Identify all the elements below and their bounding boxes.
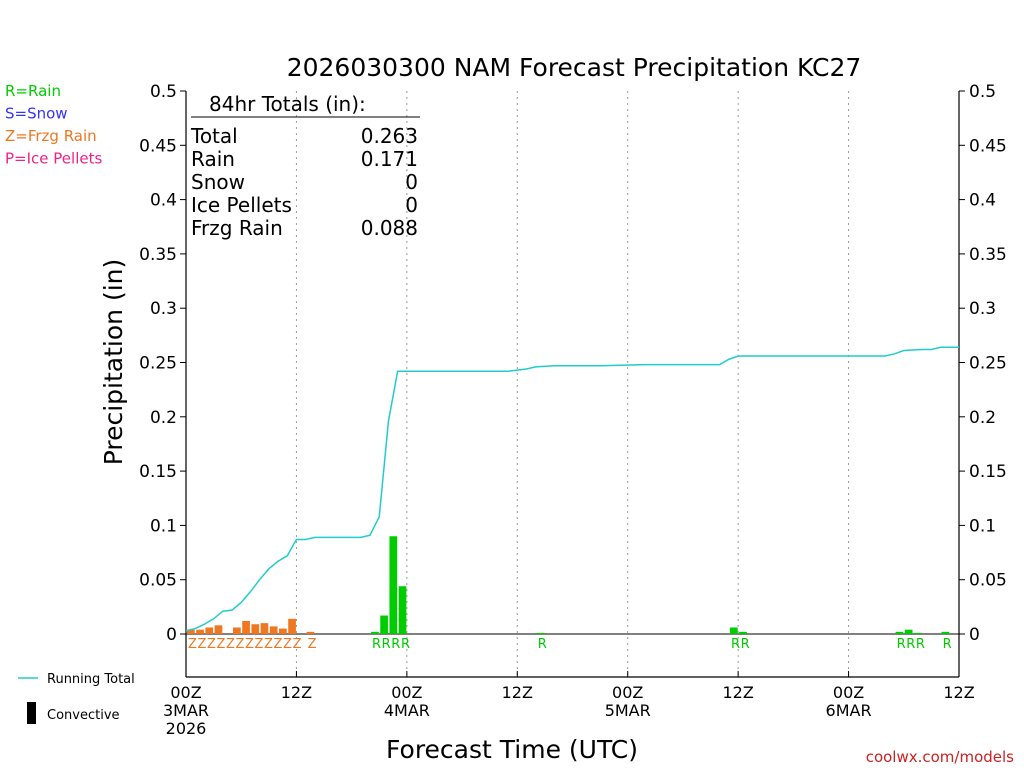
y-tick-label-left: 0 <box>166 625 177 645</box>
totals-row-value: 0.088 <box>361 216 418 240</box>
y-tick-label-right: 0.3 <box>969 299 996 319</box>
x-tick-label: 12Z <box>943 683 974 702</box>
legend-swatch-bar <box>27 702 36 724</box>
bar-frzg-rain <box>242 620 250 634</box>
bar-frzg-rain <box>306 631 315 634</box>
bar-frzg-rain <box>205 627 214 634</box>
ptype-label: ZZZZZZZZZZZZ <box>188 637 302 652</box>
y-tick-label-left: 0.3 <box>150 299 177 319</box>
ptype-legend: R=Rain S=Snow Z=Frzg Rain P=Ice Pellets <box>5 82 102 168</box>
y-tick-label-right: 0.25 <box>969 354 1007 374</box>
x-tick-label: 12Z <box>281 683 312 702</box>
bar-rain <box>895 631 904 634</box>
bar-rain <box>913 632 922 634</box>
bar-rain <box>536 632 545 634</box>
ptype-label: R <box>943 637 953 652</box>
y-tick-label-right: 0.1 <box>969 516 996 536</box>
y-tick-label-right: 0.2 <box>969 408 996 428</box>
totals-box: 84hr Totals (in): Total 0.263 Rain 0.171 Sno… <box>190 92 420 240</box>
ptype-legend-item: Z=Frzg Rain <box>5 127 97 145</box>
bar-frzg-rain <box>233 627 241 634</box>
ptype-legend-item: R=Rain <box>5 82 61 100</box>
x-tick-label: 00Z <box>170 683 201 702</box>
ptype-label: Z <box>308 637 318 652</box>
x-tick-label: 00Z <box>612 683 643 702</box>
x-tick-label: 12Z <box>502 683 533 702</box>
x-tick-label: 00Z <box>833 683 864 702</box>
legend-label: Convective <box>47 708 120 723</box>
y-tick-label-left: 0.35 <box>139 245 177 265</box>
y-tick-label-left: 0.25 <box>139 354 177 374</box>
x-tick-label: 6MAR <box>826 701 872 720</box>
totals-row-label: Total <box>190 124 238 148</box>
x-tick-label: 12Z <box>722 683 753 702</box>
y-tick-label-left: 0.45 <box>139 136 177 156</box>
y-tick-label-left: 0.15 <box>139 462 177 482</box>
bar-rain <box>739 631 747 634</box>
ptype-legend-item: S=Snow <box>5 105 68 123</box>
totals-row-label: Snow <box>191 170 245 194</box>
bar-frzg-rain <box>196 629 204 634</box>
bar-rain <box>371 631 379 634</box>
y-tick-label-left: 0.05 <box>139 571 177 591</box>
x-tick-label: 3MAR <box>163 701 209 720</box>
bar-rain <box>380 615 388 634</box>
bar-frzg-rain <box>269 626 278 634</box>
y-tick-label-right: 0.15 <box>969 462 1007 482</box>
bottom-legend: Running Total Convective <box>18 672 135 724</box>
y-tick-label-right: 0.45 <box>969 136 1007 156</box>
bar-frzg-rain <box>279 628 287 634</box>
y-tick-label-left: 0.5 <box>150 82 177 102</box>
legend-label: Running Total <box>47 672 135 687</box>
bar-rain <box>729 627 738 634</box>
ptype-label: R <box>538 637 548 652</box>
x-tick-label: 4MAR <box>384 701 430 720</box>
ptype-label: RR <box>731 637 750 652</box>
totals-row-value: 0.263 <box>361 124 418 148</box>
y-tick-label-left: 0.4 <box>150 191 177 211</box>
bar-rain <box>389 536 398 634</box>
bar-frzg-rain <box>187 629 195 634</box>
ptype-legend-item: P=Ice Pellets <box>5 150 102 168</box>
y-axis-label: Precipitation (in) <box>99 259 128 466</box>
chart-title: 2026030300 NAM Forecast Precipitation KC… <box>287 53 862 82</box>
bar-frzg-rain <box>251 624 260 634</box>
y-tick-label-right: 0.4 <box>969 191 996 211</box>
bar-rain <box>904 629 913 634</box>
totals-row-label: Ice Pellets <box>191 193 292 217</box>
watermark: coolwx.com/models <box>866 748 1014 766</box>
totals-row-value: 0 <box>405 193 418 217</box>
totals-row-value: 0.171 <box>361 147 418 171</box>
y-tick-label-right: 0.35 <box>969 245 1007 265</box>
x-tick-label: 00Z <box>391 683 422 702</box>
running-total-line <box>185 346 959 632</box>
x-tick-label: 5MAR <box>605 701 651 720</box>
bar-frzg-rain <box>260 623 269 634</box>
totals-header: 84hr Totals (in): <box>209 92 366 116</box>
y-tick-label-right: 0.5 <box>969 82 996 102</box>
y-tick-label-left: 0.1 <box>150 516 177 536</box>
y-tick-label-right: 0.05 <box>969 571 1007 591</box>
ptype-label: RRRR <box>372 637 411 652</box>
totals-row-value: 0 <box>405 170 418 194</box>
totals-row-label: Rain <box>191 147 235 171</box>
x-tick-label: 2026 <box>166 719 207 738</box>
y-tick-label-right: 0 <box>969 625 980 645</box>
bar-frzg-rain <box>288 618 296 634</box>
bar-rain <box>941 631 950 634</box>
totals-row-label: Frzg Rain <box>191 216 283 240</box>
y-tick-label-left: 0.2 <box>150 408 177 428</box>
bar-rain <box>398 586 407 634</box>
ptype-label: RRR <box>897 637 926 652</box>
bar-frzg-rain <box>214 625 223 634</box>
x-axis-label: Forecast Time (UTC) <box>386 735 638 764</box>
